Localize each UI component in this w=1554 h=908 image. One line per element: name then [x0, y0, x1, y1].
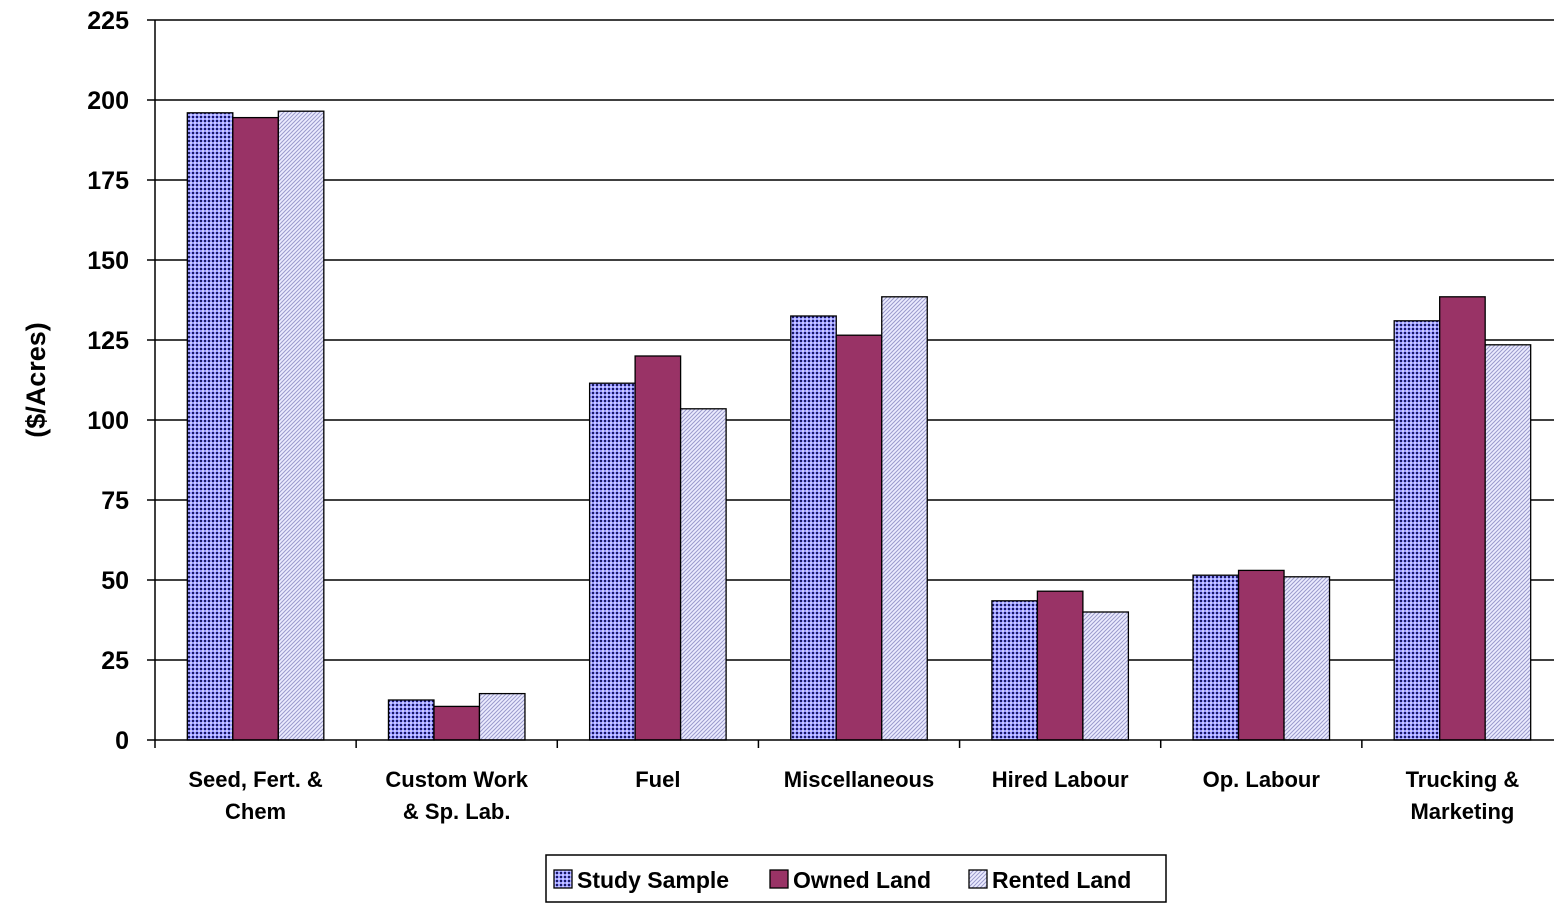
- bar-study-sample: [991, 600, 1039, 741]
- bar-rented-land: [1484, 344, 1532, 741]
- tick-labels: 0 25 50 75 100 125 150 175 200 225 Seed, Fert. & Ch…: [87, 7, 1519, 824]
- bar-study-sample: [1192, 574, 1240, 741]
- bar-study-sample: [790, 315, 837, 741]
- bar-owned-land: [835, 334, 883, 741]
- x-category-label: Fuel: [635, 767, 680, 792]
- legend-label: Rented Land: [992, 867, 1131, 893]
- axes: [147, 19, 1554, 748]
- bar-owned-land: [634, 355, 682, 741]
- bar-rented-land: [679, 408, 727, 741]
- legend-swatch: [769, 869, 789, 889]
- bar-rented-land: [478, 692, 526, 741]
- bar-owned-land: [232, 116, 279, 741]
- x-category-label: Seed, Fert. &: [188, 767, 323, 792]
- legend-box: [545, 854, 1167, 903]
- y-tick-label: 100: [87, 407, 129, 435]
- x-category-label: Custom Work: [385, 767, 528, 792]
- legend: Study Sample Owned Land Rented Land: [545, 854, 1167, 903]
- x-category-label: Op. Labour: [1203, 767, 1321, 792]
- bar-rented-land: [1082, 611, 1130, 741]
- bar-rented-land: [1283, 576, 1331, 741]
- x-category-label: Trucking &: [1406, 767, 1520, 792]
- bars: [186, 110, 1532, 741]
- bar-study-sample: [1393, 320, 1441, 741]
- x-category-label: Marketing: [1410, 799, 1514, 824]
- bar-owned-land: [433, 705, 481, 741]
- y-tick-label: 25: [101, 647, 129, 675]
- y-tick-label: 75: [101, 487, 129, 515]
- x-category-label: Miscellaneous: [784, 767, 934, 792]
- x-category-label: & Sp. Lab.: [403, 799, 511, 824]
- legend-swatch: [968, 869, 988, 889]
- bar-rented-land: [277, 110, 325, 741]
- y-tick-label: 200: [87, 87, 129, 115]
- bar-study-sample: [588, 382, 636, 741]
- x-category-label: Chem: [225, 799, 286, 824]
- y-tick-label: 50: [101, 567, 129, 595]
- y-axis-label: ($/Acres): [21, 322, 51, 438]
- y-tick-label: 150: [87, 247, 129, 275]
- legend-label: Study Sample: [577, 867, 729, 893]
- bar-owned-land: [1237, 569, 1285, 741]
- bar-owned-land: [1036, 590, 1084, 741]
- x-category-label: Hired Labour: [992, 767, 1129, 792]
- legend-swatch: [553, 869, 573, 889]
- y-tick-label: 175: [87, 167, 129, 195]
- bar-study-sample: [387, 699, 435, 741]
- y-tick-label: 125: [87, 327, 129, 355]
- bar-study-sample: [186, 112, 234, 741]
- y-tick-label: 225: [87, 7, 129, 35]
- bar-rented-land: [881, 296, 928, 741]
- y-tick-label: 0: [115, 727, 129, 755]
- bar-owned-land: [1439, 296, 1486, 741]
- legend-label: Owned Land: [793, 867, 931, 893]
